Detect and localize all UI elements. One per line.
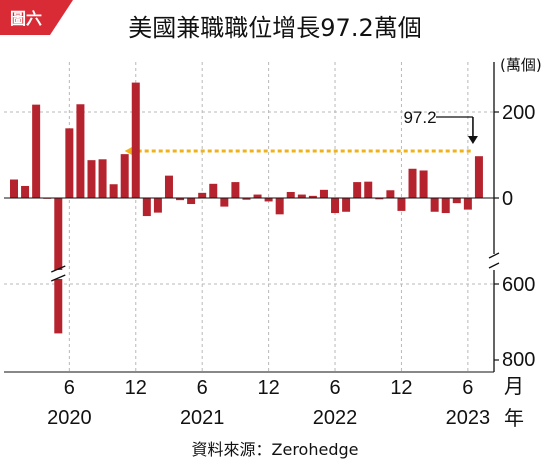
bar	[176, 198, 185, 201]
x-year-label: 2022	[313, 407, 358, 429]
bar	[275, 198, 284, 215]
y-axis-break-marker	[488, 252, 500, 269]
bar	[76, 104, 85, 198]
bar	[319, 189, 328, 198]
bar	[353, 182, 362, 198]
y-tick-label: 0	[502, 188, 513, 210]
x-year-label: 2020	[47, 407, 92, 429]
badge-label: 圖六	[10, 9, 42, 28]
annotation-arrowhead	[467, 136, 478, 144]
bar	[463, 198, 472, 210]
bar	[32, 104, 41, 198]
bar	[231, 182, 240, 198]
x-year-label: 2023	[446, 407, 491, 429]
bar	[441, 198, 450, 214]
chart-title: 美國兼職職位增長97.2萬個	[128, 14, 421, 42]
annotation-arrow	[436, 116, 478, 144]
x-tick-label: 6	[197, 377, 208, 399]
bar	[109, 184, 118, 198]
source-label: 資料來源：Zerohedge	[192, 440, 359, 459]
bar	[131, 82, 140, 198]
x-axis-unit-year: 年	[504, 407, 524, 430]
bar	[331, 198, 340, 214]
badge-shape	[0, 0, 73, 35]
bar	[98, 159, 107, 198]
bar	[397, 198, 406, 211]
bar	[21, 185, 30, 198]
bar	[153, 198, 162, 213]
bar	[408, 168, 417, 198]
bar	[364, 181, 373, 198]
x-tick-label: 6	[462, 377, 473, 399]
y-tick-label: 600	[502, 274, 535, 296]
axes	[4, 62, 500, 373]
bar	[10, 179, 18, 198]
bar	[54, 198, 63, 334]
x-tick-label: 12	[390, 377, 412, 399]
bar	[474, 156, 483, 198]
bar	[65, 128, 74, 198]
bar	[187, 198, 196, 205]
y-tick-label: 200	[502, 102, 535, 124]
x-tick-label: 6	[329, 377, 340, 399]
bar	[120, 154, 129, 198]
x-year-label: 2021	[180, 407, 225, 429]
x-axis-unit-month: 月	[504, 376, 524, 398]
bar	[419, 170, 428, 198]
bar	[142, 198, 151, 217]
x-tick-label: 6	[64, 377, 75, 399]
y-tick-label: 800	[502, 349, 535, 371]
bar	[87, 160, 96, 198]
y-axis-unit: (萬個)	[500, 56, 542, 74]
bar	[308, 195, 317, 198]
bar	[220, 198, 229, 207]
trend-arrowhead	[124, 146, 134, 156]
bar	[297, 194, 306, 198]
bar	[198, 192, 207, 198]
annotation-label: 97.2	[403, 108, 436, 127]
bar-break-marker	[51, 265, 66, 282]
bar-break-gap	[52, 270, 65, 279]
bar	[164, 175, 173, 198]
bar	[375, 198, 384, 200]
bar	[430, 198, 439, 212]
bar	[242, 198, 251, 200]
x-tick-label: 12	[125, 377, 147, 399]
bar	[342, 198, 351, 212]
bar	[386, 190, 395, 198]
x-tick-label: 12	[257, 377, 279, 399]
bar	[264, 198, 273, 202]
bar	[253, 194, 262, 198]
tick-labels: 200 0 600 800 6 12 6 12 6 12 6 2020 2021 2022 2023	[47, 102, 535, 429]
trend-line	[124, 146, 471, 156]
bars	[10, 82, 483, 334]
bar	[209, 183, 218, 198]
bar	[452, 198, 461, 204]
bar	[286, 191, 295, 198]
